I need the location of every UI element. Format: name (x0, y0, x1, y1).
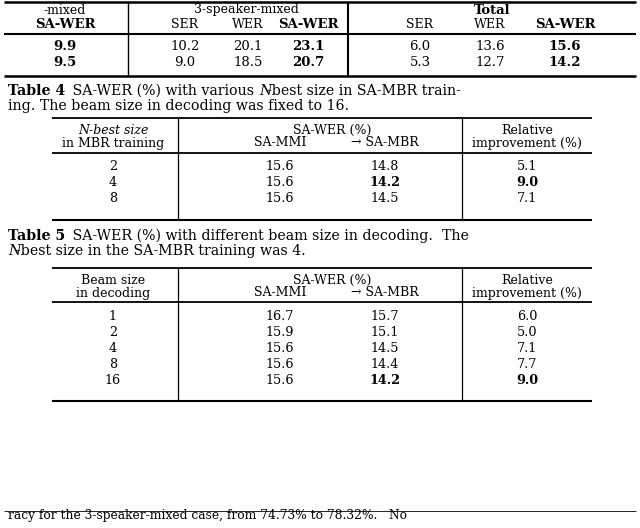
Text: 8: 8 (109, 357, 117, 371)
Text: Beam size: Beam size (81, 274, 145, 287)
Text: Table 4: Table 4 (8, 84, 65, 98)
Text: 5.0: 5.0 (516, 325, 537, 338)
Text: 6.0: 6.0 (517, 309, 537, 323)
Text: SA-WER: SA-WER (278, 17, 339, 31)
Text: racy for the 3-speaker-mixed case, from 74.73% to 78.32%.   No: racy for the 3-speaker-mixed case, from … (8, 510, 407, 523)
Text: .  SA-WER (%) with various: . SA-WER (%) with various (59, 84, 259, 98)
Text: Table 5: Table 5 (8, 229, 65, 243)
Text: N: N (259, 84, 271, 98)
Text: WER: WER (474, 17, 506, 31)
Text: 16.7: 16.7 (266, 309, 294, 323)
Text: 1: 1 (109, 309, 117, 323)
Text: → SA-MBR: → SA-MBR (351, 287, 419, 299)
Text: SER: SER (406, 17, 433, 31)
Text: 15.6: 15.6 (548, 41, 581, 53)
Text: 14.4: 14.4 (371, 357, 399, 371)
Text: SA-MMI: SA-MMI (254, 287, 306, 299)
Text: 15.6: 15.6 (266, 161, 294, 174)
Text: SER: SER (172, 17, 198, 31)
Text: 9.0: 9.0 (516, 373, 538, 386)
Text: 2: 2 (109, 161, 117, 174)
Text: Relative: Relative (501, 274, 553, 287)
Text: 14.5: 14.5 (371, 193, 399, 205)
Text: 9.0: 9.0 (175, 56, 196, 70)
Text: Total: Total (474, 4, 511, 16)
Text: 9.9: 9.9 (53, 41, 77, 53)
Text: SA-WER (%): SA-WER (%) (293, 274, 372, 287)
Text: 14.8: 14.8 (371, 161, 399, 174)
Text: 7.1: 7.1 (517, 342, 537, 354)
Text: improvement (%): improvement (%) (472, 137, 582, 149)
Text: 9.0: 9.0 (516, 176, 538, 190)
Text: 5.3: 5.3 (410, 56, 431, 70)
Text: 8: 8 (109, 193, 117, 205)
Text: -best size in SA-MBR train-: -best size in SA-MBR train- (267, 84, 461, 98)
Text: 15.7: 15.7 (371, 309, 399, 323)
Text: 15.6: 15.6 (266, 193, 294, 205)
Text: in decoding: in decoding (76, 287, 150, 299)
Text: 18.5: 18.5 (234, 56, 262, 70)
Text: SA-MMI: SA-MMI (254, 137, 306, 149)
Text: 16: 16 (105, 373, 121, 386)
Text: 6.0: 6.0 (410, 41, 431, 53)
Text: 15.6: 15.6 (266, 176, 294, 190)
Text: SA-WER: SA-WER (35, 17, 95, 31)
Text: 23.1: 23.1 (292, 41, 324, 53)
Text: 15.6: 15.6 (266, 373, 294, 386)
Text: improvement (%): improvement (%) (472, 287, 582, 299)
Text: .  SA-WER (%) with different beam size in decoding.  The: . SA-WER (%) with different beam size in… (59, 229, 469, 243)
Text: 4: 4 (109, 176, 117, 190)
Text: 7.7: 7.7 (517, 357, 537, 371)
Text: SA-WER: SA-WER (535, 17, 595, 31)
Text: SA-WER (%): SA-WER (%) (293, 124, 372, 137)
Text: 7.1: 7.1 (517, 193, 537, 205)
Text: → SA-MBR: → SA-MBR (351, 137, 419, 149)
Text: ing. The beam size in decoding was fixed to 16.: ing. The beam size in decoding was fixed… (8, 99, 349, 113)
Text: 2: 2 (109, 325, 117, 338)
Text: 14.2: 14.2 (369, 176, 401, 190)
Text: 15.1: 15.1 (371, 325, 399, 338)
Text: N: N (8, 244, 20, 258)
Text: 13.6: 13.6 (475, 41, 505, 53)
Text: 3-speaker-mixed: 3-speaker-mixed (194, 4, 299, 16)
Text: 20.1: 20.1 (234, 41, 262, 53)
Text: 15.6: 15.6 (266, 342, 294, 354)
Text: 14.2: 14.2 (548, 56, 581, 70)
Text: 4: 4 (109, 342, 117, 354)
Text: 20.7: 20.7 (292, 56, 324, 70)
Text: WER: WER (232, 17, 264, 31)
Text: Relative: Relative (501, 124, 553, 137)
Text: 5.1: 5.1 (517, 161, 537, 174)
Text: 15.6: 15.6 (266, 357, 294, 371)
Text: 15.9: 15.9 (266, 325, 294, 338)
Text: 9.5: 9.5 (53, 56, 77, 70)
Text: 14.2: 14.2 (369, 373, 401, 386)
Text: -mixed: -mixed (44, 4, 86, 16)
Text: N-best size: N-best size (78, 124, 148, 137)
Text: 10.2: 10.2 (170, 41, 200, 53)
Text: 14.5: 14.5 (371, 342, 399, 354)
Text: 12.7: 12.7 (476, 56, 505, 70)
Text: in MBR training: in MBR training (62, 137, 164, 149)
Text: -best size in the SA-MBR training was 4.: -best size in the SA-MBR training was 4. (16, 244, 306, 258)
